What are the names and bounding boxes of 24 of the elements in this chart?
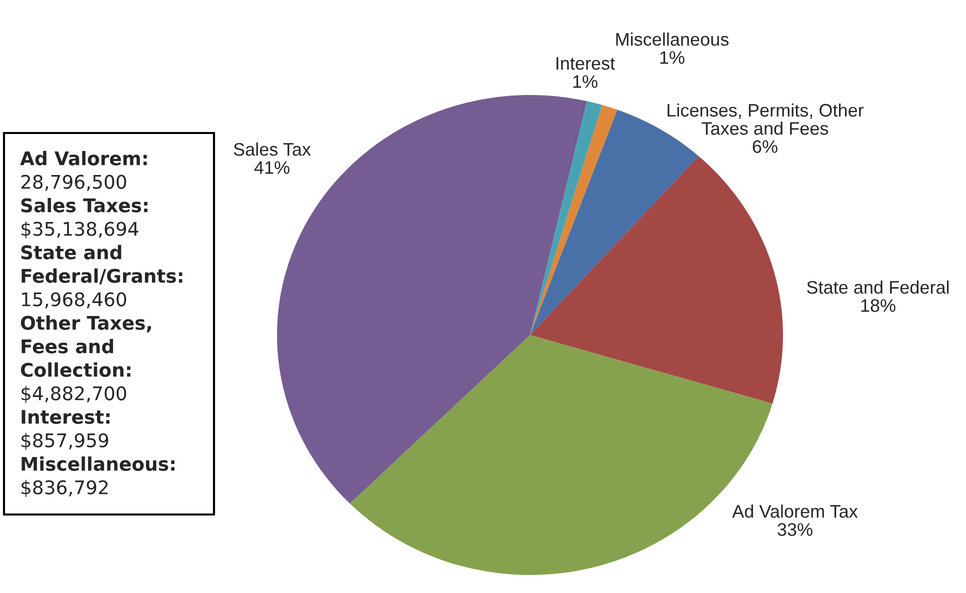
data-label: 33% (778, 523, 812, 536)
data-label: 1% (660, 51, 684, 64)
text: 15,968,460 (22, 292, 126, 308)
text: State and Federal/Grants: (21, 244, 182, 284)
text: Miscellaneous: (22, 456, 174, 471)
data-label: 1% (573, 75, 598, 88)
slice-label: Ad Valorem Tax (732, 504, 858, 518)
text: $836,792 (22, 480, 108, 497)
text: $857,959 (22, 432, 108, 450)
data-label: 41% (254, 161, 290, 174)
text: 28,796,500 (21, 174, 126, 191)
text: $35,138,694 (22, 221, 138, 238)
slice-label: Licenses, Permits, Other Taxes and Fees (668, 103, 864, 135)
slice-label: Miscellaneous (616, 32, 729, 46)
slice-label: Sales Tax (234, 142, 311, 156)
text: $4,882,700 (22, 386, 126, 403)
data-label: 6% (752, 140, 778, 153)
text: Ad Valorem: (20, 150, 147, 166)
text: Other Taxes, Fees and Collection: (20, 315, 151, 377)
slice-label: State and Federal (807, 280, 949, 294)
data-label: 18% (861, 299, 896, 312)
text: Interest: (22, 410, 110, 424)
slice-label: Interest (556, 57, 615, 70)
text: Sales Taxes: (21, 198, 148, 212)
